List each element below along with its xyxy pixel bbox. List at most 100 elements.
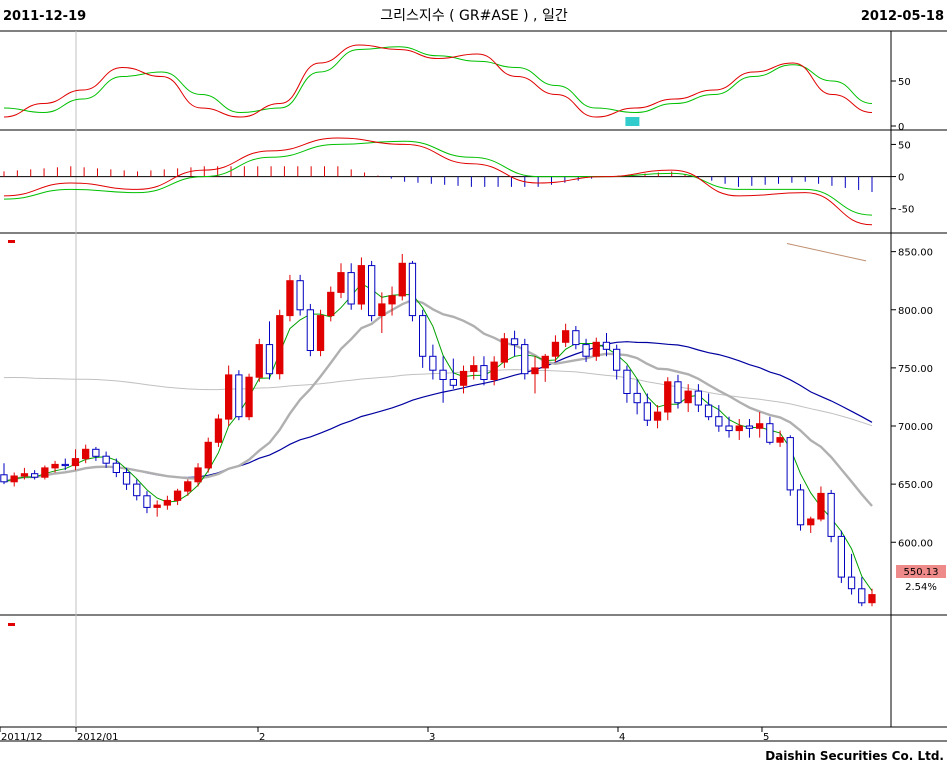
candle-body (613, 348, 621, 371)
candle-body (20, 473, 29, 477)
candle-body (500, 338, 509, 363)
candle-body (82, 448, 90, 460)
candle-body (868, 594, 876, 604)
candle-body (756, 423, 764, 429)
x-tick-label: 4 (619, 732, 625, 743)
candle-body (337, 272, 345, 293)
ma20-line (3, 298, 873, 507)
candle-body (582, 344, 590, 357)
candle-body (521, 344, 529, 375)
candle-body (143, 495, 151, 508)
header-end-date: 2012-05-18 (861, 9, 944, 24)
candle-body (490, 361, 498, 381)
candle-body (204, 441, 212, 469)
oversold-fill (625, 117, 640, 126)
candle-body (429, 355, 437, 371)
candle-body (592, 341, 600, 357)
footer-company: Daishin Securities Co. Ltd. (765, 749, 944, 763)
y-tick-label: 750.00 (898, 364, 933, 375)
y-tick-label: 50 (898, 77, 911, 88)
candle-body (225, 374, 233, 420)
candle-body (480, 365, 488, 381)
candle-body (153, 504, 161, 508)
candle-body (0, 474, 8, 483)
candle-body (255, 344, 263, 378)
candle-body (357, 265, 366, 305)
candle-body (173, 490, 182, 501)
candle-body (643, 402, 652, 421)
candle-body (286, 280, 294, 317)
candle-body (684, 390, 692, 404)
candle-body (92, 448, 100, 457)
candle-body (439, 369, 447, 381)
candle-body (61, 463, 69, 467)
candle-body (10, 475, 18, 483)
y-tick-label: 850.00 (898, 248, 933, 259)
candle-body (807, 518, 815, 526)
price-panel (0, 243, 876, 607)
y-tick-label: 0 (898, 173, 904, 184)
candle-body (664, 381, 672, 413)
price-marker-icon (8, 240, 15, 243)
volume-marker-icon (8, 623, 15, 626)
candle-body (653, 411, 662, 421)
y-tick-label: -50 (898, 205, 914, 216)
candle-body (214, 418, 223, 443)
candle-body (419, 315, 427, 357)
candle-body (71, 458, 80, 467)
candle-body (398, 262, 406, 297)
candle-body (122, 472, 131, 485)
candle-body (316, 315, 325, 352)
candle-body (470, 365, 478, 372)
candle-body (725, 425, 733, 432)
header-start-date: 2011-12-19 (3, 9, 86, 24)
candle-body (306, 309, 315, 351)
candle-body (51, 463, 59, 469)
macd-line (3, 137, 873, 226)
last-price-badge (896, 565, 946, 578)
candle-body (572, 330, 580, 346)
macd-signal-line (3, 140, 873, 216)
candle-body (623, 369, 631, 395)
stoch-d-line (3, 46, 873, 114)
axis-labels: 50 0 50 0 -50 850.00 800.00 750.00 700.00 650.00 6… (0, 77, 933, 743)
candle-body (41, 467, 49, 478)
candle-body (31, 473, 39, 478)
candle-body (102, 455, 110, 464)
macd-panel (0, 137, 891, 226)
candle-body (449, 379, 458, 386)
candle-body (368, 265, 376, 317)
ma240-line (786, 243, 867, 262)
x-tick-label: 2 (259, 732, 265, 743)
candle-body (347, 272, 355, 305)
candle-body (112, 462, 120, 474)
candle-body (817, 492, 825, 520)
candle-body (184, 481, 192, 492)
candle-body (796, 489, 805, 526)
x-tick-label: 3 (429, 732, 435, 743)
y-tick-label: 50 (898, 140, 911, 151)
x-tick-label: 5 (763, 732, 769, 743)
candle-body (766, 423, 774, 443)
candle-body (541, 355, 549, 369)
candle-body (235, 374, 243, 418)
candle-body (674, 381, 682, 404)
chart-title: 그리스지수 ( GR#ASE ) , 일간 (380, 8, 568, 24)
candle-body (633, 392, 641, 404)
candle-body (551, 341, 560, 357)
candle-body (276, 315, 284, 375)
stochastic-panel (3, 44, 873, 126)
candle-body (378, 303, 386, 316)
candle-body (735, 425, 743, 432)
candle-body (327, 291, 335, 317)
y-tick-label: 800.00 (898, 306, 933, 317)
candle-body (847, 576, 856, 590)
y-tick-label: 600.00 (898, 538, 933, 549)
candle-body (388, 295, 396, 305)
candle-body (194, 467, 202, 483)
stoch-k-line (3, 44, 873, 118)
candle-body (459, 370, 468, 386)
candle-body (858, 588, 866, 604)
candle-body (745, 425, 754, 429)
